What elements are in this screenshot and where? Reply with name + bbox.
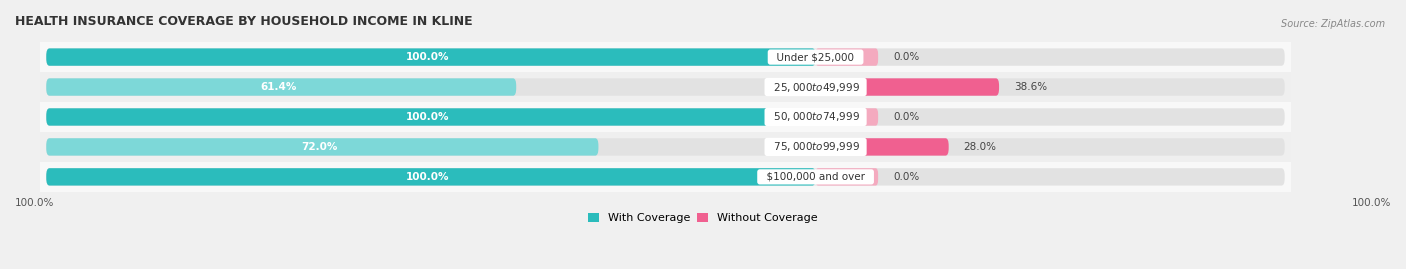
FancyBboxPatch shape — [815, 108, 879, 126]
FancyBboxPatch shape — [46, 108, 1285, 126]
FancyBboxPatch shape — [46, 78, 516, 96]
FancyBboxPatch shape — [815, 78, 1000, 96]
Text: HEALTH INSURANCE COVERAGE BY HOUSEHOLD INCOME IN KLINE: HEALTH INSURANCE COVERAGE BY HOUSEHOLD I… — [15, 15, 472, 28]
Text: 100.0%: 100.0% — [15, 199, 55, 208]
Legend: With Coverage, Without Coverage: With Coverage, Without Coverage — [583, 208, 823, 228]
Text: 38.6%: 38.6% — [1014, 82, 1047, 92]
Text: 0.0%: 0.0% — [893, 172, 920, 182]
Text: 72.0%: 72.0% — [301, 142, 337, 152]
Text: 28.0%: 28.0% — [963, 142, 997, 152]
Text: 100.0%: 100.0% — [406, 172, 450, 182]
FancyBboxPatch shape — [39, 162, 1291, 192]
Text: 100.0%: 100.0% — [406, 112, 450, 122]
Text: 100.0%: 100.0% — [406, 52, 450, 62]
Text: 0.0%: 0.0% — [893, 52, 920, 62]
FancyBboxPatch shape — [46, 108, 815, 126]
FancyBboxPatch shape — [39, 132, 1291, 162]
Text: $100,000 and over: $100,000 and over — [759, 172, 872, 182]
FancyBboxPatch shape — [46, 168, 815, 186]
Text: 0.0%: 0.0% — [893, 112, 920, 122]
FancyBboxPatch shape — [46, 138, 1285, 155]
FancyBboxPatch shape — [46, 138, 599, 155]
FancyBboxPatch shape — [46, 48, 815, 66]
Text: $50,000 to $74,999: $50,000 to $74,999 — [768, 111, 865, 123]
Text: 100.0%: 100.0% — [1351, 199, 1391, 208]
Text: Under $25,000: Under $25,000 — [770, 52, 860, 62]
FancyBboxPatch shape — [39, 43, 1291, 72]
FancyBboxPatch shape — [815, 48, 879, 66]
FancyBboxPatch shape — [815, 168, 879, 186]
Text: $75,000 to $99,999: $75,000 to $99,999 — [768, 140, 865, 153]
FancyBboxPatch shape — [815, 138, 949, 155]
FancyBboxPatch shape — [46, 168, 1285, 186]
FancyBboxPatch shape — [39, 72, 1291, 102]
Text: Source: ZipAtlas.com: Source: ZipAtlas.com — [1281, 19, 1385, 29]
Text: $25,000 to $49,999: $25,000 to $49,999 — [768, 80, 865, 94]
FancyBboxPatch shape — [39, 102, 1291, 132]
FancyBboxPatch shape — [46, 48, 1285, 66]
FancyBboxPatch shape — [46, 78, 1285, 96]
Text: 61.4%: 61.4% — [260, 82, 297, 92]
